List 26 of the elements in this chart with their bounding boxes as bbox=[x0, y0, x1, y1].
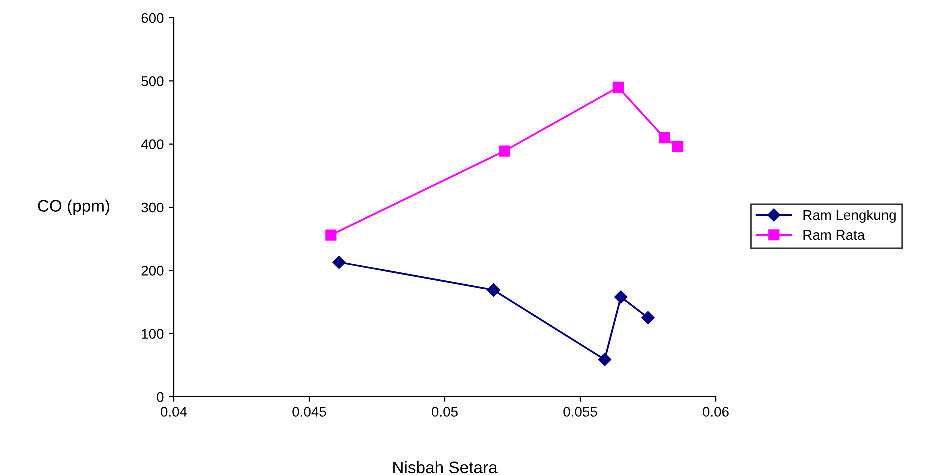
point bbox=[614, 290, 628, 304]
x-tick-label: 0.04 bbox=[161, 407, 188, 417]
point bbox=[332, 256, 346, 270]
x-axis-title: Nisbah Setara bbox=[394, 461, 498, 474]
x-tick-label: 0.045 bbox=[292, 407, 326, 417]
point bbox=[598, 353, 612, 366]
point bbox=[326, 230, 337, 241]
x-tick-label: 0.06 bbox=[703, 407, 729, 417]
legend-label: Ram Rata bbox=[804, 230, 866, 240]
point bbox=[642, 311, 655, 325]
y-tick-label: 600 bbox=[142, 13, 164, 24]
point bbox=[672, 141, 684, 152]
y-tick-label: 100 bbox=[142, 329, 164, 340]
x-tick-label: 0.055 bbox=[564, 407, 598, 417]
x-tick-label: 0.05 bbox=[432, 407, 458, 417]
point bbox=[658, 132, 670, 144]
y-tick-label: 400 bbox=[141, 140, 164, 150]
point bbox=[499, 146, 510, 157]
point bbox=[487, 284, 500, 297]
y-axis-title: CO (ppm) bbox=[38, 200, 110, 216]
legend-label: Ram Lengkung bbox=[804, 210, 896, 223]
point bbox=[612, 82, 624, 94]
y-tick-label: 500 bbox=[142, 76, 164, 86]
y-tick-label: 200 bbox=[142, 266, 164, 276]
y-tick-label: 0 bbox=[157, 392, 164, 402]
y-tick-label: 300 bbox=[142, 202, 164, 213]
